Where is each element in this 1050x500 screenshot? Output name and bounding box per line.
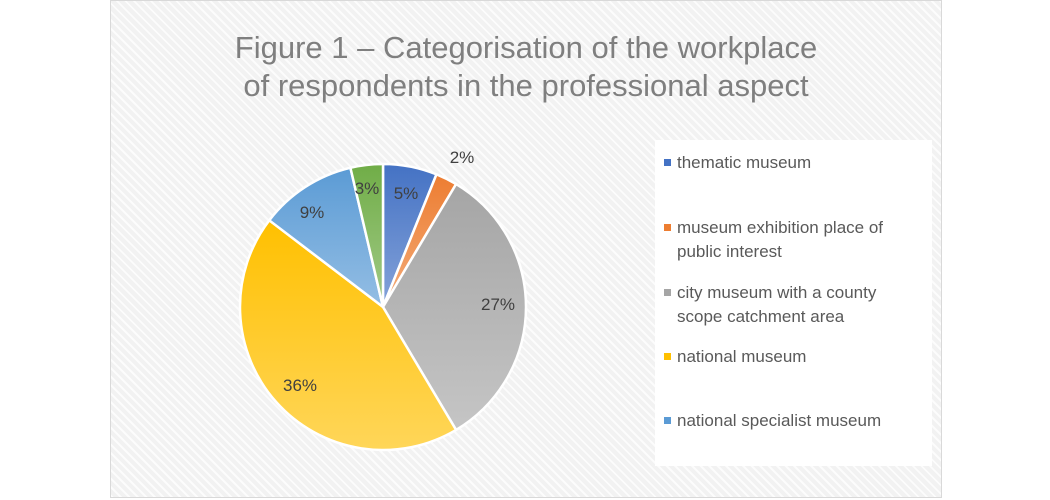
legend-marker	[664, 224, 671, 231]
legend-marker	[664, 159, 671, 166]
pie-data-label: 3%	[355, 179, 380, 198]
chart-title-line-1: Figure 1 – Categorisation of the workpla…	[234, 30, 818, 65]
legend-label: city museum with a county scope catchmen…	[677, 281, 922, 329]
pie-slice	[349, 162, 385, 309]
legend-label-line: museum exhibition place of	[677, 218, 884, 237]
legend-label: national specialist museum	[677, 409, 922, 433]
pie-slice	[381, 182, 528, 432]
pie-data-label: 9%	[300, 203, 325, 222]
legend-marker	[664, 353, 671, 360]
pie-data-label: 2%	[450, 148, 475, 167]
chart-area: Figure 1 – Categorisation of the workpla…	[110, 0, 942, 498]
legend-label-line: national specialist museum	[677, 411, 882, 430]
legend-label-line: public interest	[677, 242, 782, 261]
pie-data-label: 5%	[394, 184, 419, 203]
legend-label-line: thematic museum	[677, 153, 812, 172]
legend-label-line: national museum	[677, 347, 807, 366]
legend-label-line: scope catchment area	[677, 307, 845, 326]
legend-marker	[664, 289, 671, 296]
legend-label-line: city museum with a county	[677, 283, 877, 302]
pie-data-label: 27%	[481, 295, 515, 314]
legend-label: thematic museum	[677, 151, 922, 175]
legend-label: national museum	[677, 345, 922, 369]
pie-data-label: 36%	[283, 376, 317, 395]
legend: thematic museum museum exhibition place …	[655, 140, 932, 466]
chart-title-line-2: of respondents in the professional aspec…	[243, 68, 809, 103]
legend-marker	[664, 417, 671, 424]
pie-slice	[238, 219, 458, 452]
legend-label: museum exhibition place of public intere…	[677, 216, 922, 264]
pie-slice	[268, 166, 385, 309]
pie-chart: 5% 2% 27% 36% 9% 3%	[238, 148, 528, 452]
